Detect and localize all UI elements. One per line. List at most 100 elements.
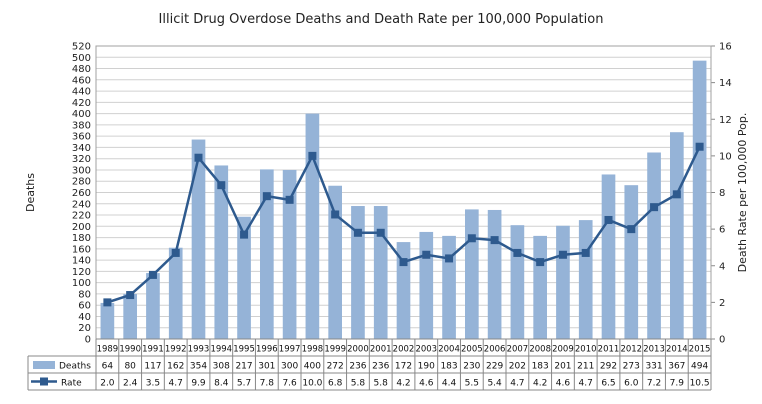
x-tick-label: 2015 — [689, 345, 711, 355]
data-label-deaths: 230 — [463, 362, 480, 372]
legend-label-deaths: Deaths — [59, 362, 91, 372]
y-tick-label: 180 — [72, 233, 91, 244]
bar — [556, 225, 570, 339]
legend-label-rate: Rate — [61, 379, 82, 389]
data-label-rate: 4.6 — [419, 379, 434, 389]
rate-point — [490, 236, 499, 245]
x-tick-label: 2012 — [620, 345, 642, 355]
rate-point — [103, 298, 112, 307]
x-tick-label: 1999 — [324, 345, 346, 355]
y-tick-label: 160 — [72, 244, 91, 255]
y-tick-label: 400 — [72, 109, 91, 120]
bar — [396, 242, 411, 339]
x-tick-label: 1998 — [302, 345, 324, 355]
y-tick-label: 200 — [72, 222, 91, 233]
y2-tick-label: 12 — [719, 115, 732, 126]
data-label-rate: 10.0 — [302, 379, 322, 389]
bar — [191, 139, 206, 339]
data-label-deaths: 162 — [167, 362, 184, 372]
x-tick-label: 1990 — [119, 345, 141, 355]
x-tick-label: 2002 — [393, 345, 415, 355]
data-label-rate: 2.4 — [123, 379, 138, 389]
rate-point — [285, 195, 294, 204]
data-label-rate: 4.7 — [510, 379, 524, 389]
y-tick-label: 0 — [85, 335, 91, 346]
y-tick-label: 320 — [72, 154, 91, 165]
x-tick-label: 1997 — [279, 345, 301, 355]
data-label-deaths: 190 — [418, 362, 435, 372]
y2-tick-label: 4 — [719, 261, 725, 272]
data-label-deaths: 331 — [645, 362, 662, 372]
y-tick-label: 420 — [72, 98, 91, 109]
rate-point — [194, 153, 203, 162]
bar — [601, 174, 616, 339]
rate-point — [422, 250, 431, 259]
x-tick-label: 2009 — [552, 345, 574, 355]
y2-tick-label: 14 — [719, 78, 732, 89]
bar — [419, 231, 434, 339]
y-tick-label: 440 — [72, 87, 91, 98]
y-tick-label: 480 — [72, 64, 91, 75]
legend-key-deaths — [33, 361, 55, 369]
bar — [578, 220, 593, 339]
y-tick-label: 20 — [78, 323, 91, 334]
y-tick-label: 140 — [72, 256, 91, 267]
rate-point — [445, 254, 454, 263]
rate-point — [353, 228, 362, 237]
rate-point — [672, 190, 681, 199]
data-label-rate: 7.6 — [282, 379, 297, 389]
bar — [692, 60, 707, 340]
data-label-rate: 5.7 — [237, 379, 251, 389]
data-label-deaths: 183 — [532, 362, 549, 372]
data-label-deaths: 494 — [691, 362, 708, 372]
y-tick-label: 100 — [72, 278, 91, 289]
data-label-deaths: 117 — [144, 362, 161, 372]
x-tick-label: 2008 — [529, 345, 551, 355]
x-tick-label: 1992 — [165, 345, 187, 355]
bar — [647, 152, 661, 339]
y-tick-label: 460 — [72, 75, 91, 86]
data-label-deaths: 172 — [395, 362, 412, 372]
bar — [282, 169, 297, 339]
data-label-deaths: 217 — [235, 362, 252, 372]
data-label-deaths: 308 — [213, 362, 230, 372]
x-tick-label: 2011 — [598, 345, 620, 355]
data-label-rate: 7.8 — [260, 379, 275, 389]
x-tick-label: 2013 — [643, 345, 665, 355]
rate-point — [695, 142, 704, 151]
data-label-rate: 3.5 — [146, 379, 160, 389]
rate-point — [331, 210, 340, 219]
x-tick-label: 1993 — [188, 345, 210, 355]
x-tick-label: 2006 — [484, 345, 506, 355]
y-tick-label: 220 — [72, 211, 91, 222]
bar — [168, 247, 183, 339]
bar — [624, 185, 639, 339]
data-label-rate: 4.2 — [533, 379, 547, 389]
y2-tick-label: 0 — [719, 335, 725, 346]
bar — [214, 165, 229, 339]
data-label-rate: 7.9 — [670, 379, 685, 389]
bar — [305, 113, 320, 339]
y-tick-label: 340 — [72, 143, 91, 154]
bar — [373, 206, 388, 339]
bar — [260, 169, 274, 339]
rate-point — [604, 215, 613, 224]
x-tick-label: 2003 — [415, 345, 437, 355]
data-label-rate: 5.5 — [465, 379, 479, 389]
data-label-deaths: 354 — [190, 362, 207, 372]
rate-point — [650, 203, 659, 212]
data-label-deaths: 292 — [600, 362, 617, 372]
x-tick-label: 1994 — [210, 345, 232, 355]
x-tick-label: 2007 — [507, 345, 529, 355]
x-tick-label: 2001 — [370, 345, 392, 355]
y-tick-label: 520 — [72, 42, 91, 53]
data-label-deaths: 229 — [486, 362, 503, 372]
y-tick-label: 360 — [72, 132, 91, 143]
x-tick-label: 2004 — [438, 345, 460, 355]
data-label-deaths: 183 — [440, 362, 457, 372]
y-tick-label: 40 — [78, 312, 91, 323]
rate-point — [126, 291, 135, 300]
data-label-deaths: 367 — [668, 362, 685, 372]
y2-tick-label: 2 — [719, 298, 725, 309]
